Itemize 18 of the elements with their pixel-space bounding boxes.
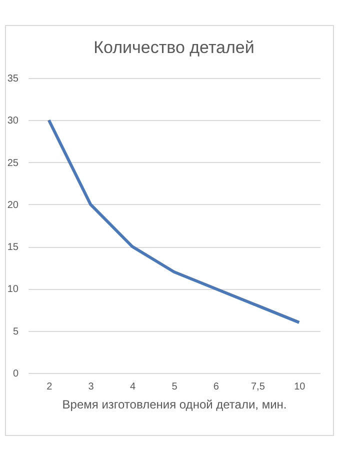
y-tick-label: 20 bbox=[7, 200, 19, 211]
x-tick-label: 4 bbox=[130, 382, 136, 392]
y-tick-label: 5 bbox=[12, 326, 19, 338]
y-tick-label: 0 bbox=[12, 368, 19, 380]
y-tick-label: 15 bbox=[7, 242, 19, 254]
x-tick-label: 6 bbox=[213, 382, 220, 392]
x-tick-label: 10 bbox=[294, 382, 306, 392]
x-axis-title: Время изготовления одной детали, мин. bbox=[62, 398, 287, 412]
y-tick-label: 35 bbox=[7, 74, 19, 84]
line-series bbox=[47, 118, 301, 324]
x-tick-label: 5 bbox=[172, 382, 178, 392]
x-tick-label: 7,5 bbox=[250, 382, 266, 392]
x-tick-label: 3 bbox=[88, 382, 94, 392]
chart-title: Количество деталей bbox=[94, 38, 254, 57]
y-tick-label: 30 bbox=[7, 116, 19, 127]
x-tick-label: 2 bbox=[46, 382, 53, 392]
y-tick-label: 10 bbox=[7, 284, 19, 296]
y-tick-label: 25 bbox=[7, 158, 19, 169]
